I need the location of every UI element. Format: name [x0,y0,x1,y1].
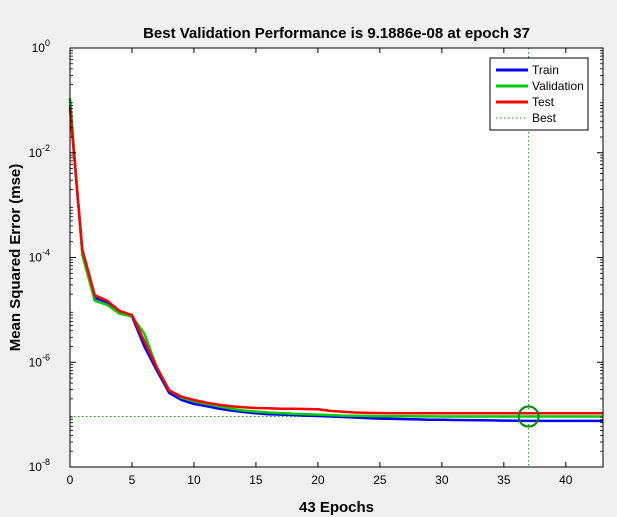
x-axis: 0 5 10 15 20 25 30 35 40 [67,48,573,487]
y-tick-label: 10-8 [29,457,50,474]
legend-label-validation: Validation [532,79,584,93]
x-tick-label: 40 [559,473,573,487]
series-line-test [68,108,603,415]
y-axis-label: Mean Squared Error (mse) [7,164,24,352]
x-tick-label: 35 [497,473,511,487]
x-tick-label: 30 [435,473,449,487]
series-line-train [68,105,603,423]
best-point-circle [517,405,540,428]
legend-label-train: Train [532,63,559,77]
y-tick-label: 10-6 [29,352,50,369]
x-tick-label: 10 [187,473,201,487]
legend-label-best: Best [532,111,557,125]
best-point-layer [517,405,540,428]
y-axis: 100 10-2 10-4 10-6 10-8 [29,38,603,474]
chart-title: Best Validation Performance is 9.1886e-0… [143,25,530,42]
y-tick-label: 10-2 [29,143,50,160]
series-layer [68,98,603,423]
legend: Train Validation Test Best [489,57,589,131]
x-tick-label: 25 [373,473,387,487]
x-tick-label: 20 [311,473,325,487]
x-tick-label: 0 [67,473,74,487]
y-tick-label: 100 [32,38,50,55]
x-axis-label: 43 Epochs [299,499,374,516]
y-tick-label: 10-4 [29,248,50,265]
legend-label-test: Test [532,95,555,109]
x-tick-label: 5 [129,473,136,487]
x-tick-label: 15 [249,473,263,487]
